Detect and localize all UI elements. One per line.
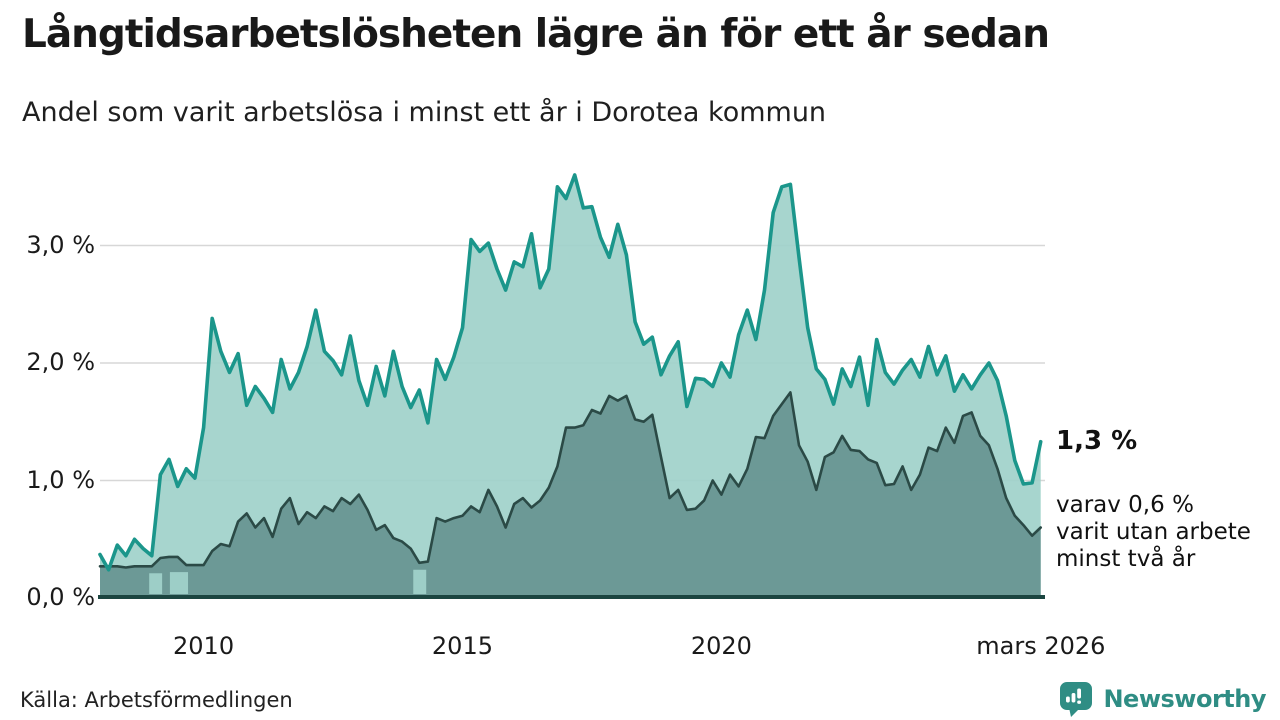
y-tick-label: 0,0 % [26, 583, 95, 611]
annotation-note: varav 0,6 % varit utan arbete minst två … [1056, 492, 1251, 572]
fill-gap [149, 573, 163, 594]
newsworthy-logo: Newsworthy [1057, 680, 1266, 718]
x-tick-label: 2010 [173, 632, 235, 660]
y-tick-label: 2,0 % [26, 348, 95, 376]
latest-value-label: 1,3 % [1056, 426, 1138, 456]
y-tick-label: 1,0 % [26, 465, 95, 494]
chart-subtitle: Andel som varit arbetslösa i minst ett å… [22, 97, 827, 128]
line-unemployed-2yr [98, 391, 1042, 569]
y-tick-label: 3,0 % [26, 230, 95, 259]
line-unemployed-1yr [98, 173, 1043, 572]
x-tick-label: 2020 [690, 632, 752, 660]
newsworthy-wordmark: Newsworthy [1103, 685, 1266, 713]
fill-gap [413, 569, 427, 594]
page-title: Långtidsarbetslösheten lägre än för ett … [22, 12, 1050, 57]
source-text: Källa: Arbetsförmedlingen [20, 688, 293, 712]
newsworthy-bar-chart-icon [1060, 682, 1093, 717]
area-unemployed-2yr [100, 392, 1041, 597]
x-tick-label: mars 2026 [976, 632, 1106, 660]
x-tick-label: 2015 [431, 632, 493, 660]
fill-gap [169, 572, 189, 594]
